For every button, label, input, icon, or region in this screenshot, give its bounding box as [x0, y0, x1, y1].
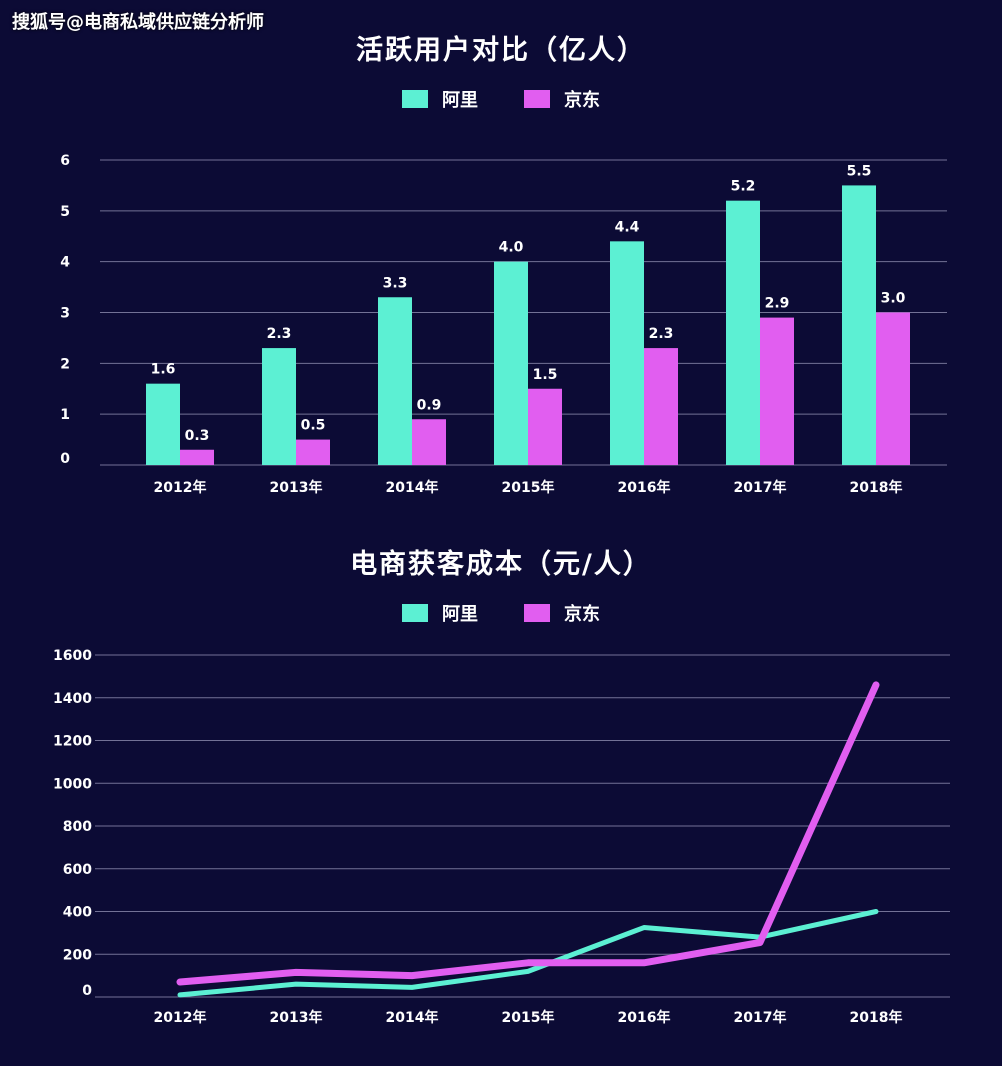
- watermark: 搜狐号@电商私域供应链分析师: [12, 12, 264, 33]
- x-tick-label: 2013年: [270, 479, 323, 496]
- bar-ali: [842, 185, 876, 465]
- y-tick-label: 0: [60, 451, 70, 467]
- y-tick-label: 1: [60, 407, 70, 423]
- data-label: 5.5: [847, 163, 872, 179]
- y-tick-label: 800: [63, 819, 92, 835]
- y-tick-label: 1200: [53, 734, 92, 750]
- data-label: 2.3: [649, 326, 674, 342]
- data-label: 2.9: [765, 296, 790, 312]
- legend-label-jd: 京东: [564, 90, 600, 111]
- data-label: 1.6: [151, 362, 176, 378]
- data-label: 0.5: [301, 418, 326, 434]
- x-tick-label: 2014年: [386, 1009, 439, 1026]
- data-label: 3.3: [383, 275, 408, 291]
- legend-swatch-jd-cost: [524, 604, 550, 622]
- legend-label-jd-cost: 京东: [564, 604, 600, 625]
- x-tick-label: 2017年: [734, 1009, 787, 1026]
- x-tick-label: 2017年: [734, 479, 787, 496]
- bar-jd: [412, 419, 446, 465]
- legend-swatch-jd: [524, 90, 550, 108]
- bar-jd: [528, 388, 562, 465]
- data-label: 0.3: [185, 428, 210, 444]
- bar-ali: [262, 348, 296, 465]
- data-label: 4.4: [615, 219, 640, 235]
- data-label: 0.9: [417, 397, 442, 413]
- bar-ali: [378, 297, 412, 465]
- y-tick-label: 200: [63, 947, 92, 963]
- y-tick-label: 5: [60, 204, 70, 220]
- x-tick-label: 2012年: [154, 479, 207, 496]
- legend-swatch-ali: [402, 90, 428, 108]
- bar-jd: [876, 312, 910, 465]
- bar-jd: [644, 348, 678, 465]
- y-tick-label: 1000: [53, 776, 92, 792]
- y-tick-label: 2: [60, 356, 70, 372]
- data-label: 3.0: [881, 291, 906, 307]
- y-tick-label: 0: [82, 983, 92, 999]
- bar-ali: [610, 241, 644, 465]
- legend-item-ali-cost: 阿里: [402, 600, 478, 626]
- y-tick-label: 4: [60, 255, 70, 271]
- bar-ali: [726, 200, 760, 465]
- legend-users: 阿里 京东: [0, 86, 1002, 112]
- x-tick-label: 2015年: [502, 1009, 555, 1026]
- data-label: 5.2: [731, 179, 756, 195]
- series-line-jd: [176, 681, 880, 986]
- chart-title-users: 活跃用户对比（亿人）: [356, 35, 646, 66]
- x-tick-label: 2014年: [386, 479, 439, 496]
- y-tick-label: 1600: [53, 648, 92, 664]
- bar-ali: [494, 261, 528, 465]
- legend-label-ali: 阿里: [442, 90, 478, 111]
- data-label: 4.0: [499, 240, 524, 256]
- x-tick-label: 2015年: [502, 479, 555, 496]
- legend-item-jd-cost: 京东: [524, 600, 600, 626]
- y-tick-label: 600: [63, 862, 92, 878]
- bar-ali: [146, 383, 180, 465]
- bar-jd: [296, 439, 330, 465]
- x-tick-label: 2018年: [850, 479, 903, 496]
- legend-label-ali-cost: 阿里: [442, 604, 478, 625]
- legend-cost: 阿里 京东: [0, 600, 1002, 626]
- bar-jd: [180, 449, 214, 465]
- bar-jd: [760, 317, 794, 465]
- y-tick-label: 400: [63, 905, 92, 921]
- data-label: 1.5: [533, 367, 558, 383]
- chart-title-cost: 电商获客成本（元/人）: [350, 549, 652, 580]
- x-tick-label: 2016年: [618, 1009, 671, 1026]
- x-tick-label: 2013年: [270, 1009, 323, 1026]
- data-label: 2.3: [267, 326, 292, 342]
- legend-item-jd: 京东: [524, 86, 600, 112]
- x-tick-label: 2012年: [154, 1009, 207, 1026]
- legend-item-ali: 阿里: [402, 86, 478, 112]
- y-tick-label: 3: [60, 306, 70, 322]
- x-tick-label: 2018年: [850, 1009, 903, 1026]
- legend-swatch-ali-cost: [402, 604, 428, 622]
- y-tick-label: 1400: [53, 691, 92, 707]
- x-tick-label: 2016年: [618, 479, 671, 496]
- bar-chart-users: 0 1 2 3 4 5 6 1.6 0.3 2012年 2.3 0.5 2013年 3.3 0.9 2014年…: [60, 153, 947, 496]
- y-tick-label: 6: [60, 153, 70, 169]
